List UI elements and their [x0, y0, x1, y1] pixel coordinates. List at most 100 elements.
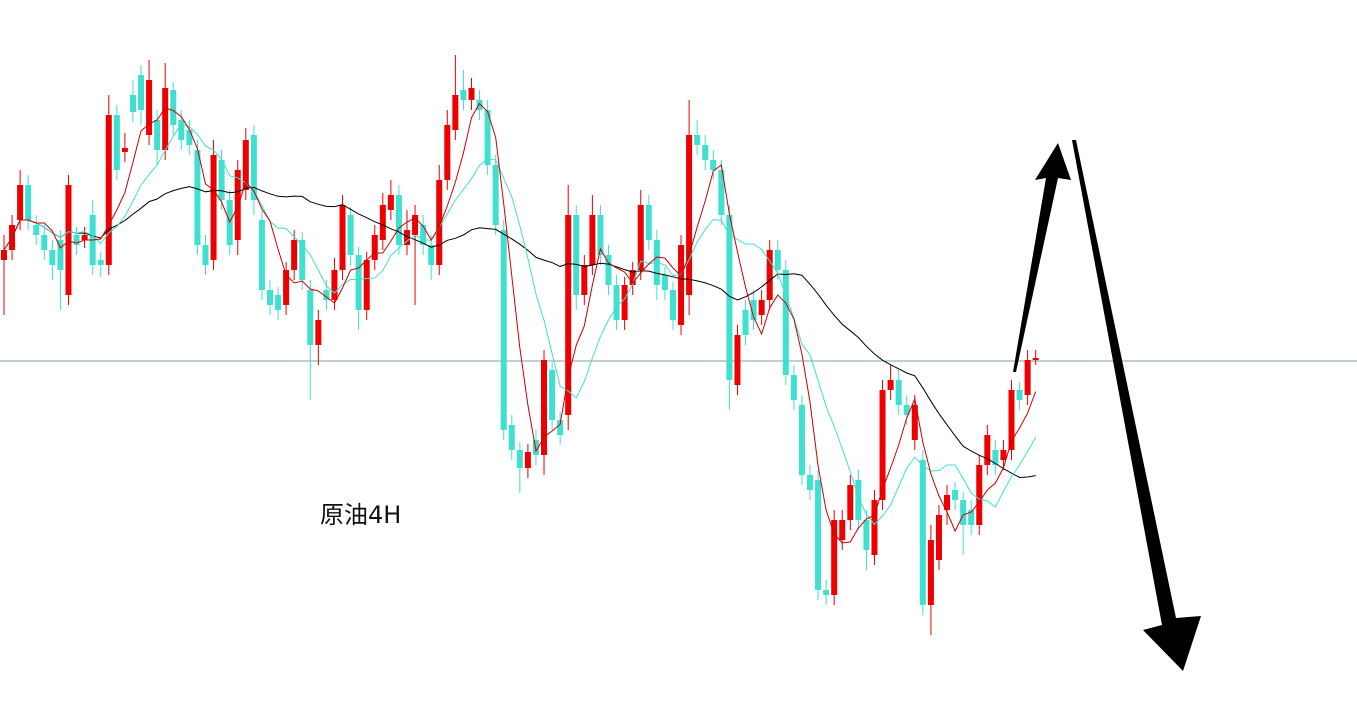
candle-body — [919, 460, 926, 605]
candle-body — [541, 360, 548, 455]
candle-body — [508, 425, 515, 450]
candle-body — [927, 540, 934, 605]
candle-body — [661, 275, 668, 290]
moving-average — [3, 186, 1036, 479]
down-arrow — [1072, 140, 1201, 671]
annotation: 原油4H — [320, 501, 401, 529]
candle-body — [565, 215, 572, 415]
candle-body — [436, 180, 443, 265]
candle-body — [879, 390, 886, 500]
candle-body — [1024, 360, 1031, 395]
candle-body — [839, 520, 846, 540]
candle-body — [210, 155, 217, 260]
candle-body — [299, 240, 306, 280]
candle-body — [460, 90, 467, 100]
candle-body — [621, 285, 628, 320]
candle-body — [315, 320, 322, 345]
candle-body — [549, 370, 556, 420]
candle-body — [275, 295, 282, 310]
candle-body — [194, 150, 201, 245]
candle-body — [790, 375, 797, 400]
candle-body — [129, 95, 136, 112]
candle-body — [65, 185, 72, 295]
candle-body — [121, 148, 128, 152]
candle-body — [242, 140, 249, 190]
candle-body — [960, 500, 967, 525]
candle-body — [234, 170, 241, 240]
candle-body — [669, 290, 676, 320]
candle-body — [138, 75, 145, 110]
candle-body — [742, 310, 749, 335]
candle-body — [895, 380, 902, 405]
candle-body — [395, 195, 402, 245]
candle-body — [855, 480, 862, 520]
candle-body — [146, 80, 153, 135]
candle-body — [589, 215, 596, 265]
candle-body — [33, 225, 40, 235]
candle-body — [428, 245, 435, 265]
candle-body — [613, 285, 620, 320]
candle-body — [41, 235, 48, 250]
candle-body — [798, 405, 805, 475]
candle-body — [637, 205, 644, 270]
candle-body — [113, 115, 120, 170]
candle-body — [823, 590, 830, 595]
candle-body — [283, 270, 290, 305]
candle-body — [935, 515, 942, 560]
candle-body — [766, 250, 773, 300]
candle-body — [492, 165, 499, 225]
candle-body — [992, 450, 999, 465]
candle-body — [49, 250, 56, 265]
candle-body — [734, 335, 741, 385]
candle-body — [968, 510, 975, 525]
candle-body — [218, 160, 225, 200]
candle-body — [815, 480, 822, 590]
moving-average — [3, 123, 1037, 526]
candle-body — [952, 490, 959, 500]
candle-body — [347, 215, 354, 255]
candle-body — [863, 520, 870, 550]
candle-body — [363, 260, 370, 310]
candle-body — [750, 300, 757, 320]
candle-body — [605, 255, 612, 285]
candle-body — [1032, 358, 1039, 360]
candle-body — [444, 125, 451, 180]
candle-body — [782, 270, 789, 375]
candle-body — [758, 300, 765, 315]
candle-body — [984, 435, 991, 465]
candle-body — [686, 135, 693, 295]
candle-body — [81, 235, 88, 240]
plot-area — [0, 55, 1357, 635]
candle-body — [557, 420, 564, 435]
candle-body — [266, 290, 273, 305]
candle-body — [468, 88, 475, 100]
moving-average — [3, 102, 1037, 544]
candle-body — [524, 452, 531, 468]
candle-body — [871, 500, 878, 555]
candle-body — [186, 130, 193, 145]
up-arrow — [1013, 143, 1071, 372]
candle-body — [484, 110, 491, 165]
candle-body — [476, 100, 483, 110]
candle-body — [258, 220, 265, 290]
candle-body — [976, 465, 983, 525]
candle-body — [1016, 390, 1023, 400]
candle-body — [162, 88, 169, 150]
candle-body — [710, 160, 717, 170]
candle-body — [911, 405, 918, 440]
candle-body — [170, 90, 177, 125]
candle-body — [887, 380, 894, 390]
candle-body — [387, 195, 394, 210]
candle-body — [57, 240, 64, 270]
candle-body — [73, 235, 80, 245]
candle-body — [331, 270, 338, 300]
candle-body — [516, 450, 523, 468]
candle-body — [452, 95, 459, 130]
candle-body — [25, 185, 32, 220]
candle-body — [831, 520, 838, 595]
candle-body — [291, 240, 298, 270]
candle-body — [532, 440, 539, 455]
candle-body — [629, 270, 636, 285]
candle-body — [339, 205, 346, 270]
